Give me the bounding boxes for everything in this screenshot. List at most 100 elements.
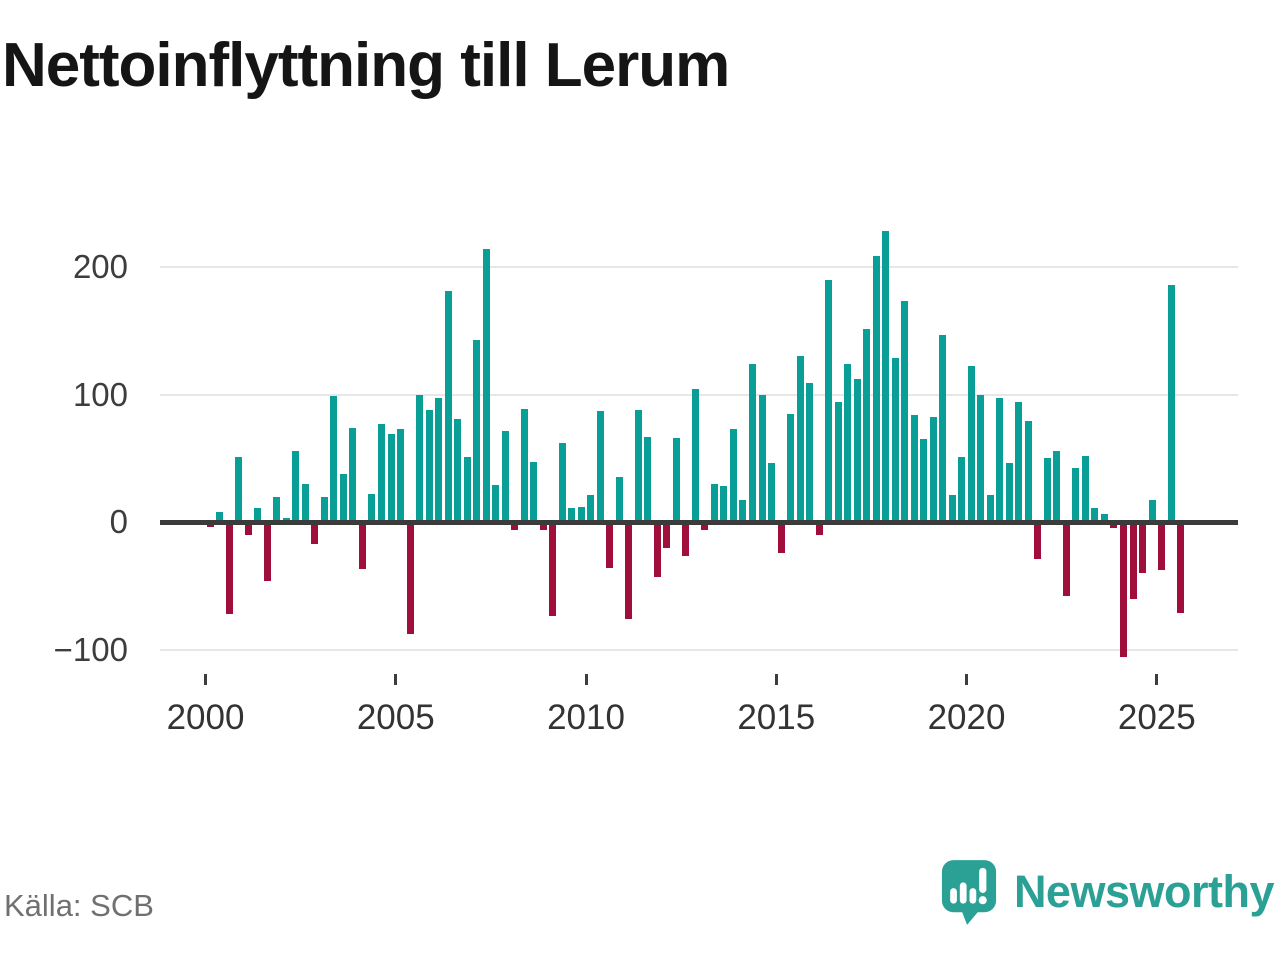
bar-2002-K2 <box>292 450 300 522</box>
x-axis-label-2005: 2005 <box>356 698 435 737</box>
bar-2004-K2 <box>368 493 376 522</box>
bar-2023-K1 <box>1081 455 1089 522</box>
bar-2006-K4 <box>463 456 471 522</box>
bar-2011-K4 <box>653 522 661 577</box>
bar-2023-K4 <box>1110 522 1118 529</box>
bar-2023-K3 <box>1100 514 1108 522</box>
bar-2011-K3 <box>644 436 652 522</box>
bar-2001-K3 <box>263 522 271 581</box>
bar-2021-K2 <box>1015 402 1023 522</box>
bar-2004-K3 <box>377 423 385 522</box>
bar-2001-K2 <box>254 507 262 522</box>
y-axis-label-200: 200 <box>72 248 128 285</box>
x-axis-tick-2015 <box>774 674 778 685</box>
bar-2000-K3 <box>225 522 233 614</box>
bar-2013-K1 <box>701 522 709 530</box>
bar-2014-K4 <box>768 463 776 522</box>
bar-2013-K2 <box>710 483 718 522</box>
bar-2025-K3 <box>1177 522 1185 613</box>
bar-2020-K2 <box>977 394 985 522</box>
bar-2009-K1 <box>549 522 557 617</box>
x-axis-tick-2025 <box>1155 674 1159 685</box>
gridline-200 <box>160 266 1238 268</box>
bar-2024-K1 <box>1120 522 1127 658</box>
bar-2000-K2 <box>216 511 224 522</box>
bar-2000-K4 <box>235 456 243 522</box>
bar-2002-K4 <box>311 522 319 544</box>
bar-2008-K4 <box>539 522 547 530</box>
bar-2008-K1 <box>511 522 519 530</box>
bar-2017-K3 <box>872 255 880 522</box>
bar-2007-K3 <box>492 485 500 522</box>
bar-2018-K4 <box>920 439 928 522</box>
x-axis-tick-2005 <box>394 674 398 685</box>
bar-2022-K3 <box>1062 522 1070 596</box>
bar-2008-K2 <box>520 408 528 522</box>
bar-2021-K1 <box>1005 463 1013 522</box>
bar-2000-K1 <box>206 522 214 528</box>
bar-2019-K2 <box>939 334 947 522</box>
bar-2019-K4 <box>958 456 966 522</box>
bar-2001-K4 <box>273 496 281 522</box>
bar-2013-K3 <box>720 486 728 522</box>
bar-2009-K3 <box>568 507 576 522</box>
bar-2010-K2 <box>596 411 604 522</box>
bar-2011-K2 <box>634 409 642 522</box>
bar-2018-K3 <box>910 414 918 522</box>
x-axis-tick-2010 <box>584 674 588 685</box>
bar-2022-K1 <box>1043 458 1051 522</box>
bar-2017-K4 <box>882 231 890 522</box>
y-axis-label--100: −100 <box>53 630 128 668</box>
bar-2004-K1 <box>358 522 366 570</box>
bar-2013-K4 <box>729 428 737 522</box>
page-title: Nettoinflyttning till Lerum <box>2 31 730 100</box>
bar-2004-K4 <box>387 434 395 522</box>
bar-2022-K4 <box>1072 468 1080 522</box>
bar-2003-K2 <box>330 395 338 522</box>
bar-2003-K3 <box>339 473 347 522</box>
bar-2015-K4 <box>806 383 814 522</box>
bar-2011-K1 <box>625 522 633 619</box>
y-axis-label-0: 0 <box>109 503 128 540</box>
y-axis-label-100: 100 <box>72 375 128 413</box>
source-note: Källa: SCB <box>4 888 154 923</box>
bar-2001-K1 <box>244 522 252 535</box>
bar-2009-K2 <box>558 442 566 522</box>
bar-2005-K1 <box>397 428 405 522</box>
newsworthy-speech-bubble-chart-icon <box>940 858 998 926</box>
bar-2015-K1 <box>777 522 785 553</box>
x-axis-label-2000: 2000 <box>166 698 245 737</box>
bar-2006-K3 <box>454 418 462 522</box>
bar-2017-K2 <box>863 329 871 522</box>
bar-2007-K4 <box>501 431 509 522</box>
bar-2023-K2 <box>1091 507 1099 522</box>
x-axis-tick-2020 <box>965 674 969 685</box>
x-axis-label-2015: 2015 <box>737 698 816 737</box>
bar-2005-K2 <box>406 522 414 635</box>
gridline--100 <box>160 648 1238 651</box>
zero-axis-line <box>160 519 1238 525</box>
bar-2015-K3 <box>796 356 804 522</box>
bar-2022-K2 <box>1053 450 1061 522</box>
bar-2020-K4 <box>996 398 1004 522</box>
bar-2025-K1 <box>1158 522 1166 571</box>
bar-2020-K3 <box>986 495 994 522</box>
bar-2003-K1 <box>320 496 328 522</box>
bar-2019-K3 <box>948 495 956 522</box>
bar-2006-K1 <box>435 398 443 522</box>
bar-2016-K1 <box>815 522 823 535</box>
bar-2024-K2 <box>1129 522 1137 599</box>
bar-2014-K2 <box>748 363 756 522</box>
bar-2024-K3 <box>1139 522 1147 573</box>
bar-2009-K4 <box>577 506 585 522</box>
bar-2021-K3 <box>1024 421 1032 522</box>
bar-2020-K1 <box>967 366 975 522</box>
bar-2012-K2 <box>672 437 680 522</box>
newsworthy-wordmark: Newsworthy <box>1013 866 1275 917</box>
bar-2005-K4 <box>425 409 433 522</box>
bar-2014-K1 <box>739 500 747 522</box>
bar-2021-K4 <box>1034 522 1042 559</box>
bar-2006-K2 <box>444 291 452 522</box>
bar-2019-K1 <box>929 417 937 522</box>
